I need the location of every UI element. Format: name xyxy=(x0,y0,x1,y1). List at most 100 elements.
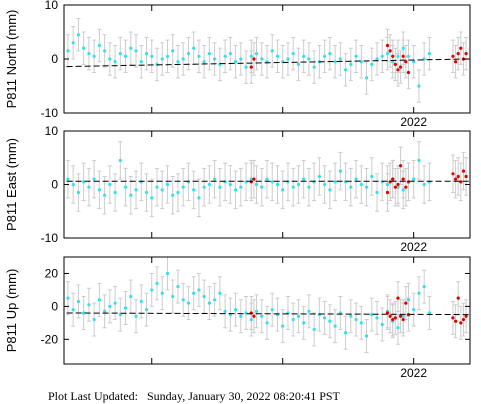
y-axis-title: P811 East (mm) xyxy=(4,138,19,231)
data-point-recent xyxy=(391,317,395,322)
data-point-recent xyxy=(252,177,256,181)
data-point xyxy=(323,182,327,187)
data-point xyxy=(328,188,332,192)
panel-up: -20 0 20 2022 P811 Up (mm) xyxy=(4,256,471,380)
panel-north: -10 0 10 2022 P811 North (mm) xyxy=(4,0,471,129)
data-point-recent xyxy=(461,317,466,322)
panel-frame xyxy=(63,256,471,365)
y-tick-label: -10 xyxy=(41,231,59,245)
data-point xyxy=(396,185,400,189)
data-point xyxy=(349,62,353,66)
data-point xyxy=(317,313,321,317)
data-point xyxy=(359,182,363,187)
data-point xyxy=(260,185,264,189)
data-point-recent xyxy=(406,70,411,75)
data-point xyxy=(134,49,138,53)
data-point xyxy=(123,185,128,189)
data-point xyxy=(422,285,426,289)
data-point xyxy=(385,52,390,56)
data-point xyxy=(427,52,431,56)
data-point xyxy=(97,43,101,48)
data-point xyxy=(343,68,348,72)
data-point xyxy=(165,182,170,187)
data-point xyxy=(118,158,122,163)
data-point xyxy=(302,177,306,181)
data-point xyxy=(364,185,369,189)
data-point-recent xyxy=(456,296,460,300)
data-point xyxy=(103,49,107,53)
data-point-recent xyxy=(385,311,390,315)
data-point xyxy=(291,52,295,56)
data-point xyxy=(254,182,259,187)
y-tick-label: 0 xyxy=(51,178,58,192)
data-point xyxy=(239,185,243,189)
data-point xyxy=(97,298,101,302)
data-point xyxy=(213,177,217,181)
y-tick-label: 0 xyxy=(51,299,58,313)
data-point xyxy=(380,180,384,184)
panel-plot-area-up xyxy=(65,257,469,353)
trend-line xyxy=(66,312,469,316)
data-point xyxy=(338,169,342,173)
data-point xyxy=(380,54,384,58)
data-point xyxy=(233,308,238,312)
y-tick-label: 10 xyxy=(45,0,59,12)
data-point xyxy=(108,304,112,308)
data-point-recent xyxy=(451,172,455,176)
data-point xyxy=(202,185,206,189)
data-point-recent xyxy=(396,68,400,72)
data-point xyxy=(155,281,159,285)
data-point xyxy=(76,299,81,304)
data-point xyxy=(150,54,154,58)
data-point xyxy=(113,60,117,64)
data-point xyxy=(118,52,122,56)
data-point xyxy=(92,54,96,58)
data-point xyxy=(401,46,405,50)
data-point xyxy=(82,311,86,315)
data-point xyxy=(296,182,301,187)
data-point xyxy=(417,158,421,163)
data-point xyxy=(76,190,81,195)
y-tick-label: 0 xyxy=(51,52,58,66)
data-point-recent xyxy=(453,319,458,323)
data-point xyxy=(296,62,301,66)
data-point xyxy=(134,188,138,192)
data-point xyxy=(186,52,191,56)
data-point xyxy=(260,57,264,61)
data-point-recent xyxy=(398,164,403,168)
data-point xyxy=(249,317,253,322)
data-point xyxy=(333,324,337,328)
data-point xyxy=(417,291,421,295)
data-point xyxy=(223,309,227,313)
y-axis-title: P811 North (mm) xyxy=(4,10,19,109)
data-point xyxy=(71,41,75,45)
data-point xyxy=(375,316,379,320)
data-point xyxy=(370,174,374,179)
data-point xyxy=(103,309,107,313)
data-point xyxy=(92,177,96,181)
data-point-recent xyxy=(393,316,397,320)
data-point-recent xyxy=(393,185,397,189)
data-point xyxy=(296,314,301,318)
data-point-recent xyxy=(391,177,395,181)
x-tick-label: 2022 xyxy=(400,240,427,254)
data-point xyxy=(207,182,211,187)
data-point xyxy=(401,314,405,318)
data-point xyxy=(213,298,217,302)
data-point-recent xyxy=(459,321,463,325)
data-point xyxy=(312,65,316,69)
trend-line xyxy=(66,58,469,68)
data-point xyxy=(82,180,86,184)
data-point xyxy=(218,185,222,189)
data-point xyxy=(171,294,175,299)
data-point xyxy=(113,301,117,305)
data-point-recent xyxy=(461,169,466,173)
data-point xyxy=(197,288,201,292)
data-point xyxy=(401,188,405,192)
panel-plot-area-east xyxy=(65,141,469,218)
y-axis-title: P811 Up (mm) xyxy=(4,269,19,353)
data-point xyxy=(171,49,175,53)
data-point xyxy=(307,185,311,189)
data-point xyxy=(197,196,201,200)
